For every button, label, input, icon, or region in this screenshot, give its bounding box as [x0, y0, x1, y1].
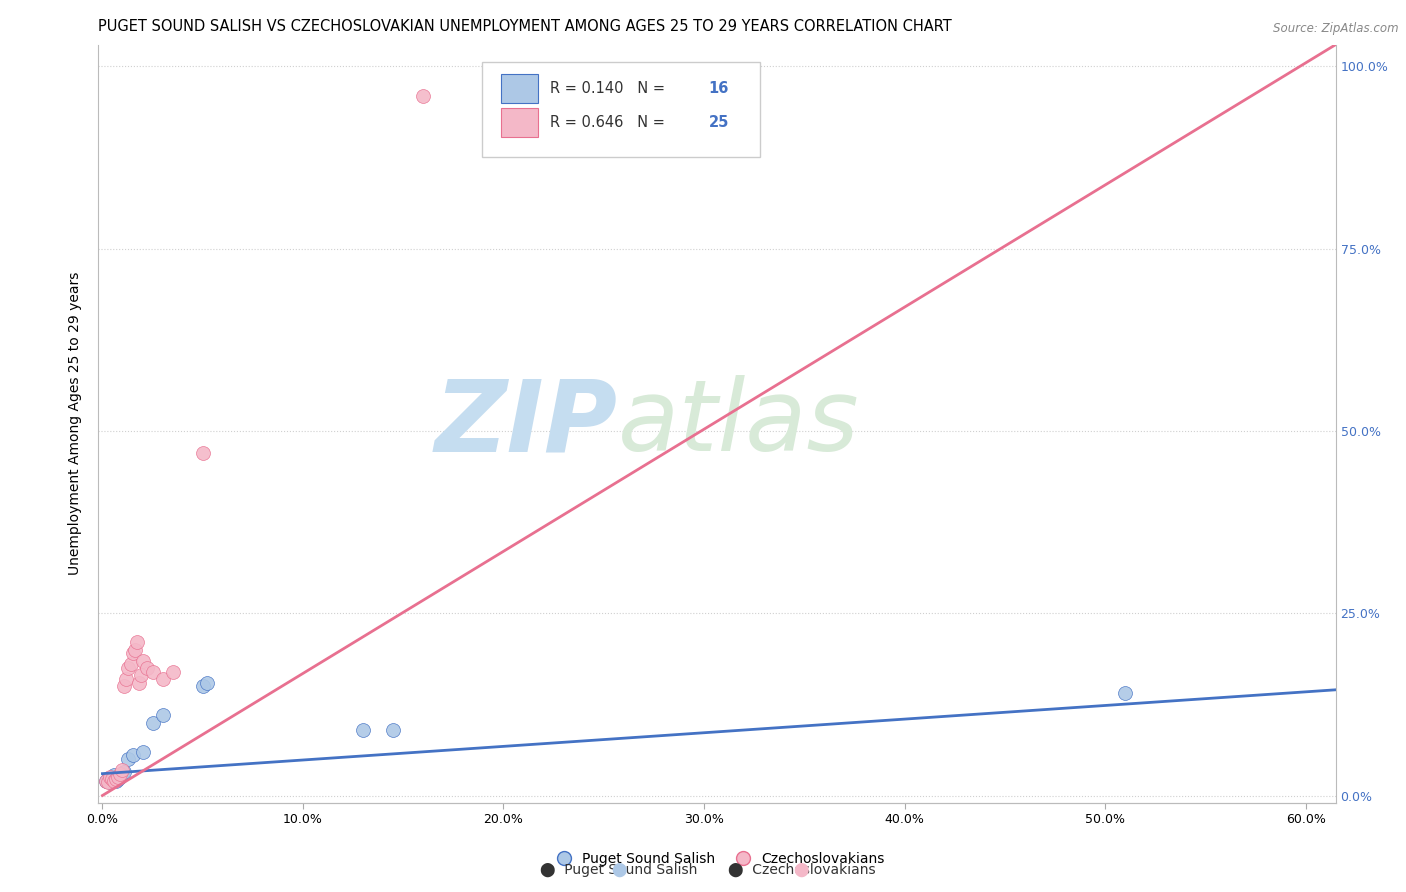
Point — [1114, 686, 1136, 700]
Point — [152, 672, 174, 686]
Point — [107, 770, 129, 784]
Text: ⬤  Puget Sound Salish: ⬤ Puget Sound Salish — [540, 863, 697, 877]
FancyBboxPatch shape — [482, 62, 761, 157]
Point — [142, 665, 165, 679]
Point — [191, 679, 214, 693]
Point — [129, 668, 152, 682]
Text: ⬤  Czechoslovakians: ⬤ Czechoslovakians — [728, 863, 875, 877]
Point — [100, 770, 122, 784]
Point — [114, 765, 136, 780]
Point — [120, 657, 142, 672]
Text: ⬤: ⬤ — [793, 863, 810, 877]
Point — [110, 770, 132, 784]
Point — [124, 642, 146, 657]
Text: ⬤: ⬤ — [610, 863, 627, 877]
Point — [125, 635, 148, 649]
Point — [114, 679, 136, 693]
Point — [135, 661, 157, 675]
Point — [191, 446, 214, 460]
Text: R = 0.646   N =: R = 0.646 N = — [550, 115, 669, 130]
Point — [352, 723, 374, 737]
Text: 16: 16 — [709, 81, 728, 96]
Point — [121, 748, 143, 763]
FancyBboxPatch shape — [501, 108, 537, 137]
Point — [382, 723, 405, 737]
Point — [115, 672, 138, 686]
Point — [111, 763, 134, 777]
Point — [111, 766, 134, 780]
Text: ZIP: ZIP — [434, 376, 619, 472]
Point — [101, 772, 124, 787]
Point — [101, 770, 124, 784]
Point — [131, 654, 153, 668]
Point — [97, 772, 120, 787]
FancyBboxPatch shape — [501, 74, 537, 103]
Text: atlas: atlas — [619, 376, 859, 472]
Point — [131, 745, 153, 759]
Point — [96, 773, 118, 788]
Point — [100, 775, 122, 789]
Point — [162, 665, 184, 679]
Point — [110, 766, 132, 780]
Text: Source: ZipAtlas.com: Source: ZipAtlas.com — [1274, 22, 1399, 36]
Text: R = 0.140   N =: R = 0.140 N = — [550, 81, 669, 96]
Point — [152, 708, 174, 723]
Point — [117, 661, 139, 675]
Point — [142, 715, 165, 730]
Point — [128, 675, 150, 690]
Y-axis label: Unemployment Among Ages 25 to 29 years: Unemployment Among Ages 25 to 29 years — [69, 272, 83, 575]
Point — [97, 775, 120, 789]
Point — [412, 88, 434, 103]
Text: 25: 25 — [709, 115, 728, 130]
Point — [105, 773, 128, 788]
Point — [195, 675, 218, 690]
Point — [103, 768, 125, 782]
Point — [117, 752, 139, 766]
Text: PUGET SOUND SALISH VS CZECHOSLOVAKIAN UNEMPLOYMENT AMONG AGES 25 TO 29 YEARS COR: PUGET SOUND SALISH VS CZECHOSLOVAKIAN UN… — [98, 19, 952, 34]
Point — [103, 773, 125, 788]
Point — [121, 646, 143, 660]
Legend: Puget Sound Salish, Czechoslovakians: Puget Sound Salish, Czechoslovakians — [544, 847, 890, 871]
Point — [96, 773, 118, 788]
Point — [107, 772, 129, 787]
Point — [105, 772, 128, 787]
